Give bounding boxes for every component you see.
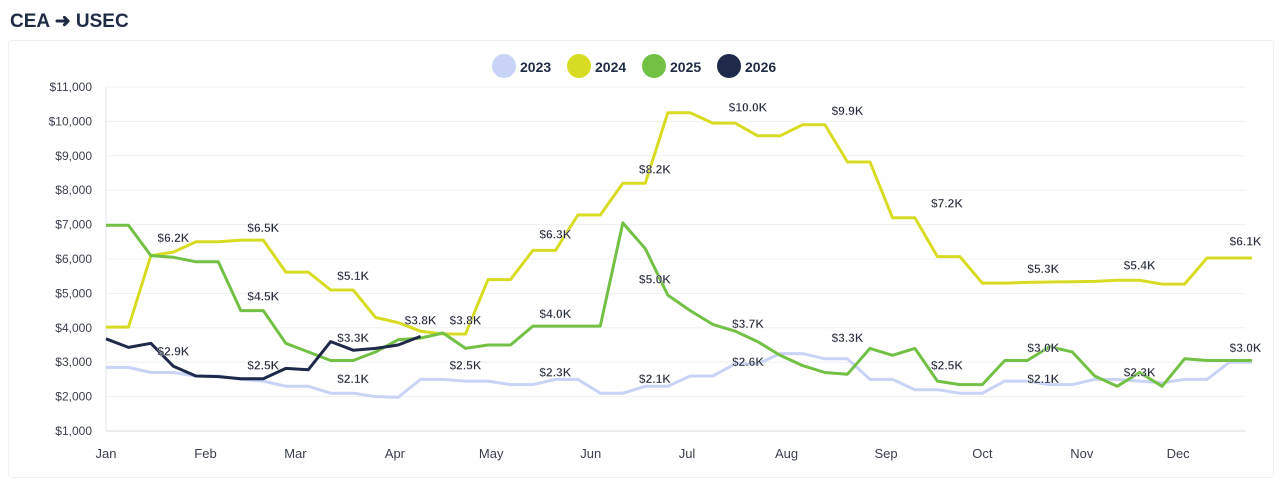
data-label: $2.3K [539,365,571,379]
chart-title: CEA ➜ USEC [10,11,129,32]
x-tick-label: Nov [1070,446,1094,461]
data-label: $5.3K [1027,262,1059,276]
data-label: $10.0K [729,100,768,114]
data-label: $3.0K [1230,341,1262,355]
legend-label-2023[interactable]: 2023 [520,59,551,75]
data-label: $6.5K [247,221,279,235]
x-tick-label: Mar [284,446,307,461]
data-label: $8.2K [639,162,671,176]
data-label: $3.0K [1027,341,1059,355]
legend-label-2024[interactable]: 2024 [595,59,626,75]
data-label: $2.1K [639,372,671,386]
data-label: $2.3K [1124,365,1156,379]
data-label: $4.5K [247,290,279,304]
data-label: $3.8K [405,314,437,328]
data-label: $9.9K [831,104,863,118]
series-line-2023 [106,352,1252,399]
data-label: $3.7K [732,317,764,331]
x-tick-label: Oct [972,446,993,461]
x-tick-label: Jun [580,446,601,461]
legend-marker-2023 [492,54,516,78]
data-label: $2.5K [931,358,963,372]
data-label: $3.8K [450,314,482,328]
y-tick-label: $2,000 [55,390,92,404]
data-label: $7.2K [931,197,963,211]
data-label: $4.0K [539,307,571,321]
series-line-2025 [106,221,1252,388]
y-tick-label: $3,000 [55,355,92,369]
data-label: $5.0K [639,272,671,286]
data-label: $5.4K [1124,259,1156,273]
data-label: $2.6K [732,355,764,369]
x-tick-label: Aug [775,446,798,461]
y-tick-label: $7,000 [55,218,92,232]
legend-label-2025[interactable]: 2025 [670,59,701,75]
y-tick-label: $10,000 [49,114,93,128]
x-tick-label: Apr [385,446,406,461]
x-tick-label: Sep [874,446,897,461]
x-tick-label: Jan [96,446,117,461]
y-tick-label: $1,000 [55,424,92,438]
x-tick-label: Feb [194,446,216,461]
data-label: $2.9K [157,345,189,359]
legend-marker-2026 [717,54,741,78]
data-label: $2.1K [1027,372,1059,386]
y-tick-label: $6,000 [55,252,92,266]
legend-marker-2025 [642,54,666,78]
legend-label-2026[interactable]: 2026 [745,59,776,75]
data-label: $6.2K [157,231,189,245]
data-label: $5.1K [337,269,369,283]
x-tick-label: Dec [1167,446,1191,461]
y-tick-label: $8,000 [55,183,92,197]
data-label: $3.3K [337,331,369,345]
series-line-2026 [105,334,422,381]
x-tick-label: Jul [679,446,696,461]
data-label: $2.1K [337,372,369,386]
y-tick-label: $9,000 [55,149,92,163]
data-label: $6.1K [1230,235,1262,249]
data-label: $3.3K [831,331,863,345]
data-label: $6.3K [539,228,571,242]
data-label: $2.5K [247,358,279,372]
x-tick-label: May [479,446,504,461]
y-tick-label: $5,000 [55,286,92,300]
y-tick-label: $4,000 [55,321,92,335]
y-tick-label: $11,000 [50,80,93,94]
legend-marker-2024 [567,54,591,78]
series-line-2024 [106,111,1252,336]
data-label: $2.5K [450,358,482,372]
